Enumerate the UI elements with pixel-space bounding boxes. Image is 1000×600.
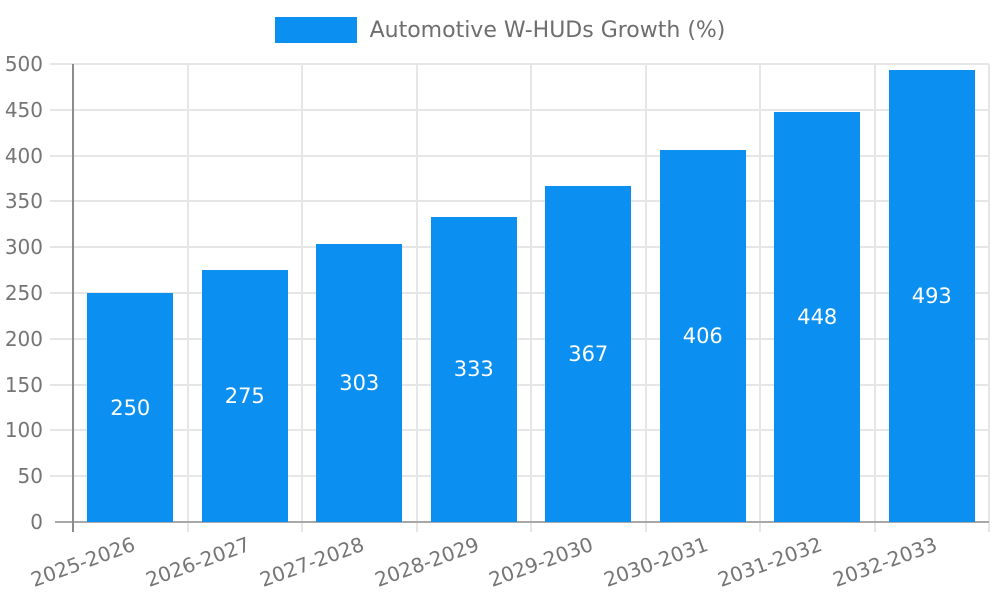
y-tick-label: 400 <box>4 143 43 168</box>
bar-value-label: 448 <box>797 304 838 329</box>
x-gridline <box>186 64 189 532</box>
bar: 406 <box>659 150 746 522</box>
y-tick-label: 150 <box>4 372 43 397</box>
y-gridline <box>50 200 989 203</box>
legend-swatch <box>274 17 357 43</box>
x-tick-label: 2032-2033 <box>829 532 940 592</box>
bar: 250 <box>87 293 174 522</box>
x-tick-label: 2026-2027 <box>142 532 253 592</box>
y-gridline <box>50 154 989 157</box>
x-gridline <box>873 64 876 532</box>
bar-value-label: 303 <box>339 371 380 396</box>
y-gridline <box>50 475 989 478</box>
y-tick-label: 50 <box>17 464 43 489</box>
x-tick-label: 2031-2032 <box>714 532 826 592</box>
bar: 493 <box>888 70 975 522</box>
x-gridline <box>530 64 532 532</box>
bar-value-label: 250 <box>110 395 151 420</box>
x-axis-line <box>55 521 989 523</box>
x-tick-label: 2028-2029 <box>371 532 482 592</box>
y-gridline <box>50 246 989 249</box>
x-gridline <box>644 64 647 532</box>
bar: 303 <box>316 244 403 522</box>
chart-legend: Automotive W-HUDs Growth (%) <box>0 16 1000 44</box>
x-gridline <box>301 64 303 532</box>
x-tick-label: 2029-2030 <box>485 532 597 592</box>
y-tick-label: 500 <box>4 52 43 76</box>
bar-value-label: 367 <box>568 341 609 366</box>
y-axis-line <box>72 64 74 532</box>
y-tick-label: 0 <box>30 510 43 534</box>
y-gridline <box>50 383 989 386</box>
y-gridline <box>50 337 989 340</box>
y-gridline <box>50 63 989 65</box>
x-tick-label: 2030-2031 <box>600 532 711 592</box>
bar-value-label: 275 <box>224 384 265 409</box>
x-gridline <box>988 64 990 532</box>
y-gridline <box>50 108 989 111</box>
bar-value-label: 333 <box>453 357 494 382</box>
bar-value-label: 493 <box>911 284 952 309</box>
bar: 367 <box>545 185 632 522</box>
bar: 448 <box>774 111 861 522</box>
y-tick-label: 100 <box>4 418 43 443</box>
y-gridline <box>50 292 989 294</box>
bar: 275 <box>201 270 288 522</box>
x-gridline <box>415 64 418 532</box>
bar-value-label: 406 <box>682 324 723 349</box>
y-tick-label: 200 <box>4 326 43 351</box>
y-tick-label: 300 <box>4 235 43 260</box>
legend-label: Automotive W-HUDs Growth (%) <box>369 17 726 43</box>
x-gridline <box>759 64 761 532</box>
x-tick-label: 2027-2028 <box>256 532 368 592</box>
bar: 333 <box>430 216 517 522</box>
plot-area: 0 50 100 150 200 250 300 350 400 450 500 250 275 303 3… <box>5 52 990 592</box>
x-tick-label: 2025-2026 <box>27 532 139 592</box>
y-gridline <box>50 429 989 432</box>
y-tick-label: 250 <box>4 281 43 305</box>
y-tick-label: 350 <box>4 189 43 214</box>
y-tick-label: 450 <box>4 97 43 122</box>
